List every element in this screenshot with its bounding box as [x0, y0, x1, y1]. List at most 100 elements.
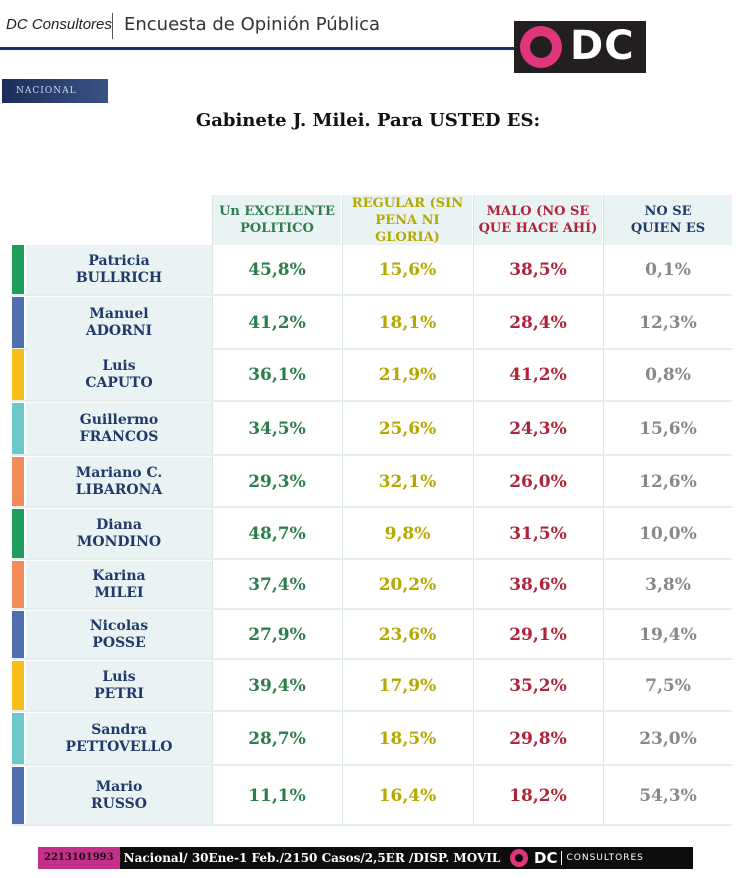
rating-value: 35,2%: [509, 675, 567, 696]
rating-value: 54,3%: [639, 785, 697, 806]
footer-info: Nacional/ 30Ene-1 Feb./2150 Casos/2,5ER …: [123, 851, 501, 865]
row-divider: [12, 558, 732, 560]
minister-name: Manuel ADORNI: [26, 297, 212, 348]
rating-value: 29,8%: [509, 728, 567, 749]
rating-value: 32,1%: [378, 471, 437, 492]
column-header-text: NO SE QUIEN ES: [631, 203, 705, 237]
column-divider: [603, 195, 604, 824]
minister-first-name: Manuel: [89, 305, 149, 322]
minister-first-name: Mariano C.: [75, 464, 163, 481]
footer-logo-consultores: CONSULTORES: [566, 853, 644, 863]
minister-last-name: PETRI: [94, 685, 144, 702]
rating-value: 11,1%: [248, 785, 306, 806]
column-header-line2: QUIEN ES: [630, 221, 706, 236]
rating-value: 21,9%: [378, 364, 437, 385]
column-divider: [212, 195, 213, 824]
minister-first-name: Guillermo: [79, 411, 159, 428]
minister-first-name: Nicolas: [89, 617, 149, 634]
footer-logo-circle-icon: [510, 849, 528, 867]
column-header-3: MALO (NO SE QUE HACE AHÍ): [474, 195, 602, 245]
minister-first-name: Luis: [102, 357, 136, 374]
minister-first-name: Diana: [96, 516, 142, 533]
row-divider: [12, 454, 732, 456]
logo-circle-icon: [520, 26, 562, 68]
rating-value: 45,8%: [248, 259, 306, 280]
rating-value: 25,6%: [378, 418, 437, 439]
rating-value: 41,2%: [248, 312, 306, 333]
rating-value: 0,1%: [645, 259, 691, 280]
minister-last-name: BULLRICH: [75, 269, 163, 286]
footer-logo-divider: [561, 851, 563, 865]
row-color-bar: [12, 713, 24, 764]
logo-text: DC: [570, 23, 635, 69]
column-header-4: NO SE QUIEN ES: [604, 195, 732, 245]
nacional-tag: NACIONAL: [2, 79, 108, 103]
minister-last-name: RUSSO: [91, 795, 147, 812]
row-divider: [12, 710, 732, 712]
row-color-bar: [12, 403, 24, 454]
column-header-text: MALO (NO SE QUE HACE AHÍ): [479, 203, 598, 237]
column-header-line1: Un EXCELENTE: [219, 204, 335, 219]
row-divider: [12, 294, 732, 296]
rating-value: 18,5%: [378, 728, 437, 749]
rating-value: 0,8%: [645, 364, 691, 385]
minister-last-name: CAPUTO: [85, 374, 153, 391]
rating-value: 19,4%: [639, 624, 697, 645]
rating-value: 17,9%: [378, 675, 437, 696]
rating-value: 29,3%: [248, 471, 306, 492]
brand-name: DC Consultores: [6, 16, 112, 33]
minister-last-name: ADORNI: [85, 322, 153, 339]
dc-logo: DC: [514, 21, 646, 73]
row-divider: [12, 348, 732, 350]
row-color-bar: [12, 457, 24, 506]
rating-value: 18,1%: [378, 312, 437, 333]
column-header-1: Un EXCELENTE POLITICO: [213, 195, 341, 245]
row-divider: [12, 658, 732, 660]
header-divider: [112, 13, 113, 39]
rating-value: 12,6%: [639, 471, 697, 492]
minister-name: Sandra PETTOVELLO: [26, 713, 212, 764]
column-header-line1: MALO (NO SE: [486, 204, 590, 219]
footer-banner: 2213101993 Nacional/ 30Ene-1 Feb./2150 C…: [38, 847, 693, 869]
column-divider: [342, 195, 343, 824]
footer-phone: 2213101993: [38, 847, 120, 869]
minister-name: Luis PETRI: [26, 661, 212, 710]
row-divider: [12, 400, 732, 402]
minister-name: Mariano C. LIBARONA: [26, 457, 212, 506]
rating-value: 34,5%: [248, 418, 306, 439]
rating-value: 20,2%: [378, 574, 437, 595]
rating-value: 29,1%: [509, 624, 567, 645]
minister-first-name: Sandra: [91, 721, 147, 738]
minister-name: Luis CAPUTO: [26, 349, 212, 400]
column-header-line2: PENA NI GLORIA): [375, 212, 440, 245]
column-header-2: REGULAR (SIN PENA NI GLORIA): [343, 195, 472, 245]
row-color-bar: [12, 509, 24, 558]
rating-value: 15,6%: [378, 259, 437, 280]
rating-value: 18,2%: [509, 785, 567, 806]
row-divider: [12, 608, 732, 610]
rating-value: 41,2%: [509, 364, 567, 385]
rating-value: 23,6%: [378, 624, 437, 645]
rating-value: 36,1%: [248, 364, 306, 385]
row-color-bar: [12, 561, 24, 608]
row-color-bar: [12, 297, 24, 348]
column-header-line1: REGULAR (SIN: [351, 195, 464, 211]
column-header-line2: POLITICO: [240, 221, 314, 236]
rating-value: 15,6%: [639, 418, 697, 439]
column-header-text: Un EXCELENTE POLITICO: [219, 203, 335, 237]
column-header-line2: QUE HACE AHÍ): [478, 221, 598, 236]
footer-logo-dc: DC: [534, 849, 558, 867]
survey-subtitle: Gabinete J. Milei. Para USTED ES:: [195, 110, 541, 131]
minister-first-name: Patricia: [88, 252, 150, 269]
rating-value: 7,5%: [645, 675, 691, 696]
row-color-bar: [12, 245, 24, 294]
column-header-text: REGULAR (SIN PENA NI GLORIA): [343, 195, 472, 246]
minister-last-name: LIBARONA: [75, 481, 163, 498]
minister-last-name: FRANCOS: [79, 428, 159, 445]
minister-name: Diana MONDINO: [26, 509, 212, 558]
row-divider: [12, 824, 732, 826]
row-color-bar: [12, 661, 24, 710]
rating-value: 28,4%: [509, 312, 567, 333]
rating-value: 38,6%: [509, 574, 567, 595]
header-rule: [0, 47, 515, 50]
